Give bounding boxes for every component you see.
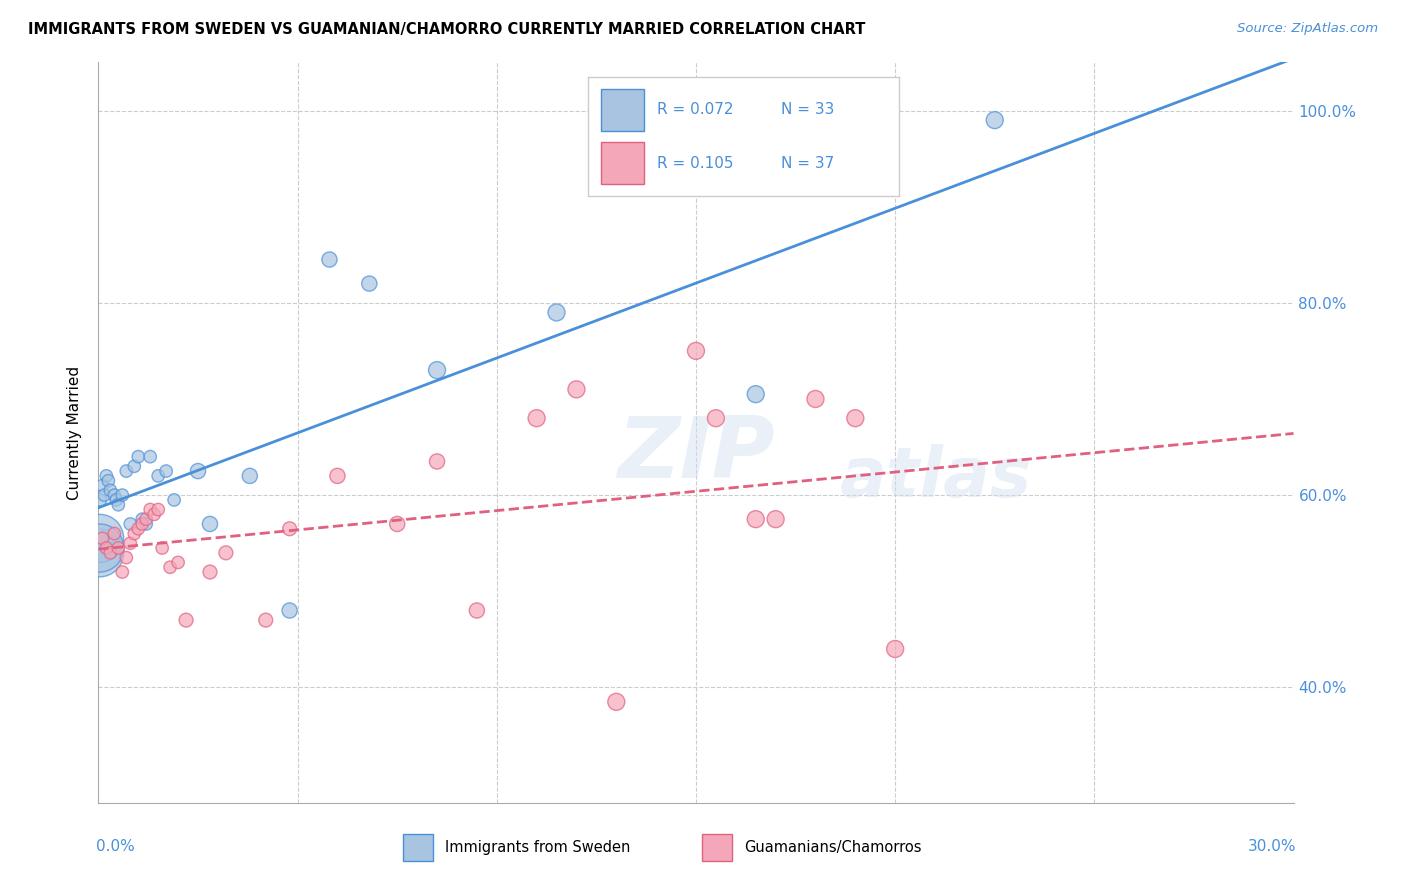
Point [765,512,787,526]
Point [111,565,134,579]
Point [198,516,221,531]
Point [98,483,122,498]
Point [546,305,568,319]
Point [167,556,190,570]
Point [135,512,157,526]
Point [89,492,111,507]
Point [254,613,277,627]
Point [120,536,142,550]
Point [318,252,340,267]
Point [844,411,866,425]
Point [187,464,209,478]
Point [278,522,301,536]
Point [215,546,238,560]
Point [107,541,129,555]
Text: atlas: atlas [839,443,1032,510]
Point [111,488,134,502]
Point [115,464,138,478]
Point [91,532,114,546]
Point [163,492,186,507]
Point [745,512,768,526]
Point [107,498,129,512]
Point [124,459,146,474]
Point [93,488,115,502]
Point [139,502,162,516]
Point [96,541,118,555]
Point [124,526,146,541]
Text: ZIP: ZIP [617,413,775,496]
Point [91,478,114,492]
Point [605,695,627,709]
Point [565,382,588,396]
Point [465,603,488,617]
Point [148,469,170,483]
Point [131,512,153,526]
Text: Source: ZipAtlas.com: Source: ZipAtlas.com [1237,22,1378,36]
Point [148,502,170,516]
Point [139,450,162,464]
Point [155,464,177,478]
Point [143,508,166,522]
Point [174,613,197,627]
Point [239,469,262,483]
Point [150,541,173,555]
Point [89,532,111,546]
Point [984,113,1007,128]
Point [685,343,707,358]
Point [127,522,149,536]
Point [98,546,122,560]
Point [159,560,181,574]
Point [426,454,449,468]
Point [198,565,221,579]
Point [131,516,153,531]
Point [96,469,118,483]
Point [89,541,111,555]
Point [89,546,111,560]
Point [103,488,125,502]
Point [704,411,727,425]
Point [326,469,349,483]
Point [804,392,827,406]
Point [97,474,120,488]
Text: IMMIGRANTS FROM SWEDEN VS GUAMANIAN/CHAMORRO CURRENTLY MARRIED CORRELATION CHART: IMMIGRANTS FROM SWEDEN VS GUAMANIAN/CHAM… [28,22,866,37]
Point [127,450,149,464]
Point [526,411,548,425]
Point [359,277,381,291]
Point [278,603,301,617]
Point [115,550,138,565]
Y-axis label: Currently Married: Currently Married [67,366,83,500]
Point [385,516,409,531]
Text: 0.0%: 0.0% [96,838,135,854]
Point [105,492,128,507]
Point [135,516,157,531]
Point [120,516,142,531]
Point [884,642,907,657]
Point [426,363,449,377]
Point [103,526,125,541]
Point [745,387,768,401]
Text: 30.0%: 30.0% [1247,838,1296,854]
